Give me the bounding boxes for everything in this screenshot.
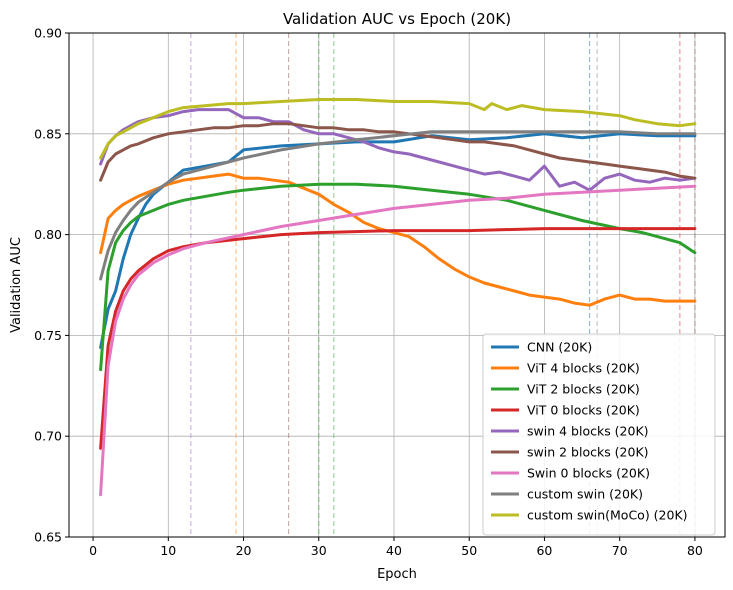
legend-label: CNN (20K) bbox=[527, 340, 592, 355]
series-line bbox=[99, 130, 697, 281]
legend-box bbox=[482, 333, 716, 536]
series-line bbox=[99, 184, 697, 497]
series-line bbox=[99, 98, 697, 160]
x-tick-label: 20 bbox=[236, 543, 252, 558]
legend: CNN (20K) ViT 4 blocks (20K) ViT 2 blocks … bbox=[482, 333, 716, 536]
series-line bbox=[99, 108, 697, 192]
legend-label: ViT 4 blocks (20K) bbox=[527, 361, 640, 376]
x-tick-label: 0 bbox=[89, 543, 97, 558]
epoch-markers bbox=[190, 33, 696, 537]
legend-label: swin 2 blocks (20K) bbox=[527, 445, 649, 460]
x-tick-label: 40 bbox=[386, 543, 402, 558]
x-tick-label: 10 bbox=[160, 543, 176, 558]
y-tick-label: 0.65 bbox=[34, 530, 62, 545]
x-tick-label: 70 bbox=[612, 543, 628, 558]
legend-label: custom swin (20K) bbox=[527, 487, 643, 502]
x-tick-label: 80 bbox=[687, 543, 703, 558]
x-tick-label: 30 bbox=[311, 543, 327, 558]
legend-label: swin 4 blocks (20K) bbox=[527, 424, 649, 439]
x-axis-title: Epoch bbox=[377, 567, 417, 582]
y-axis-title: Validation AUC bbox=[9, 237, 24, 333]
y-tick-label: 0.80 bbox=[34, 227, 62, 242]
y-tick-label: 0.75 bbox=[34, 328, 62, 343]
y-tick-label: 0.85 bbox=[34, 126, 62, 141]
series-line bbox=[99, 132, 697, 349]
plot-frame bbox=[68, 32, 726, 538]
axis-ticks: 0 10 20 30 40 50 60 70 80 0.65 0.70 0.75 0.80 0.85 0.9… bbox=[34, 26, 703, 559]
legend-label: Swin 0 blocks (20K) bbox=[527, 466, 650, 481]
legend-label: ViT 2 blocks (20K) bbox=[527, 382, 640, 397]
y-tick-label: 0.70 bbox=[34, 429, 62, 444]
series-line bbox=[99, 172, 697, 307]
chart-title: Validation AUC vs Epoch (20K) bbox=[283, 10, 511, 28]
series-lines bbox=[99, 98, 697, 497]
x-tick-label: 50 bbox=[461, 543, 477, 558]
y-tick-label: 0.90 bbox=[34, 26, 62, 41]
series-line bbox=[99, 122, 697, 182]
legend-label: ViT 0 blocks (20K) bbox=[527, 403, 640, 418]
x-tick-label: 60 bbox=[536, 543, 552, 558]
legend-label: custom swin(MoCo) (20K) bbox=[527, 508, 688, 523]
